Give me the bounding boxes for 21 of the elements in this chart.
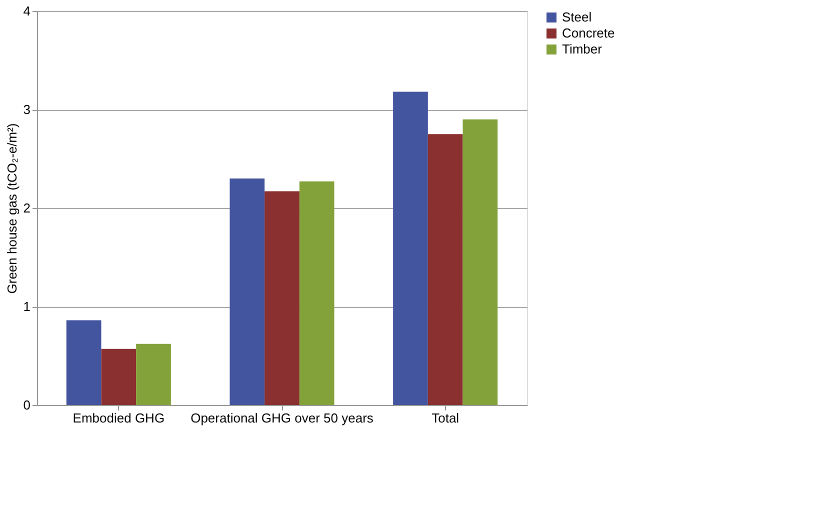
x-tick-label: Operational GHG over 50 years bbox=[190, 410, 374, 426]
bar bbox=[393, 92, 428, 405]
y-axis-title: Green house gas (tCO₂-e/m²) bbox=[4, 123, 20, 294]
legend-label: Steel bbox=[562, 10, 592, 24]
bar bbox=[264, 191, 300, 405]
y-tick-label: 2 bbox=[23, 200, 30, 216]
bar bbox=[428, 134, 463, 405]
bar bbox=[66, 320, 102, 405]
x-tick-label: Total bbox=[432, 410, 460, 426]
y-tick-label: 0 bbox=[23, 398, 30, 412]
bar bbox=[299, 181, 334, 405]
bar bbox=[462, 119, 498, 405]
y-tick-label: 1 bbox=[23, 299, 30, 314]
legend-label: Concrete bbox=[562, 26, 615, 40]
y-tick-label: 3 bbox=[23, 102, 30, 117]
bar bbox=[136, 344, 171, 405]
y-tick-label: 4 bbox=[23, 4, 30, 18]
legend-label: Timber bbox=[562, 42, 603, 56]
x-tick-label: Embodied GHG bbox=[72, 410, 165, 426]
bar bbox=[230, 178, 265, 405]
bar bbox=[101, 348, 136, 405]
